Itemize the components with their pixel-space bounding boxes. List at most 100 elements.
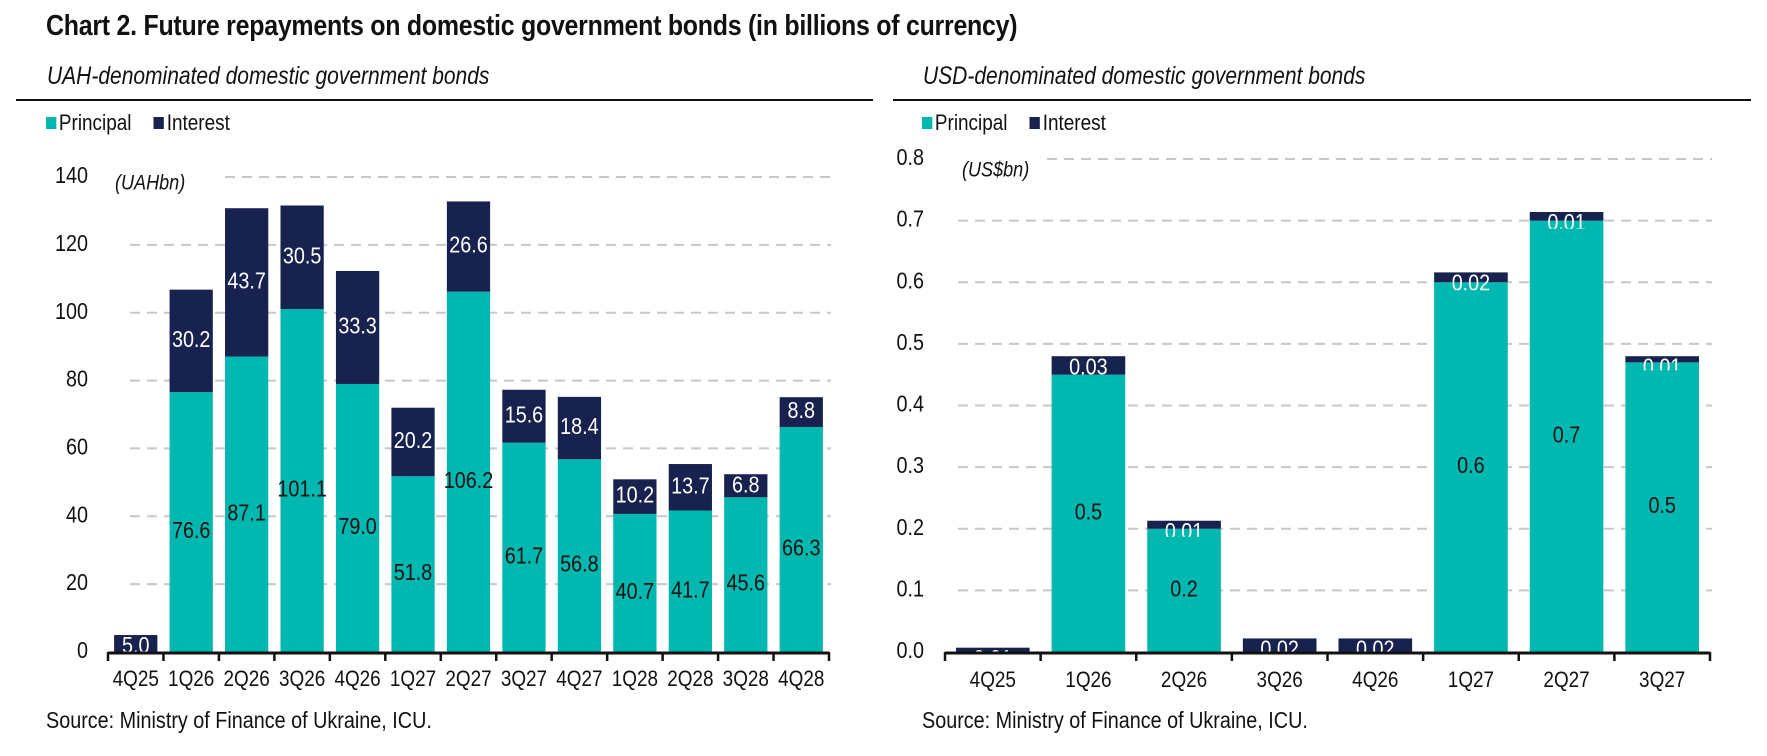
bar-principal	[225, 356, 269, 652]
data-label-interest: 30.2	[172, 327, 210, 353]
data-label-interest: 6.8	[732, 472, 759, 498]
right-legend: Principal Interest	[922, 110, 1128, 136]
data-label-principal: 66.3	[782, 535, 820, 561]
bar-interest	[1338, 638, 1413, 652]
legend-item-principal: Principal	[46, 110, 131, 136]
y-unit-label: (UAHbn)	[115, 171, 185, 195]
bar-interest	[1242, 638, 1317, 652]
data-label-principal: 76.6	[172, 518, 210, 544]
bar-interest	[1529, 211, 1604, 221]
bar-interest	[557, 396, 602, 460]
x-tick-label: 4Q28	[778, 667, 824, 692]
data-label-interest: 33.3	[338, 313, 376, 339]
y-tick-label: 20	[66, 570, 88, 596]
left-title-rule	[16, 99, 873, 101]
left-chart-uah: 0 20 40 60 80 100 120 140 (UAHbn) 5.0 4Q25 76.6 30.2…	[55, 163, 831, 691]
data-label-interest: 26.6	[449, 232, 487, 258]
right-title-rule	[893, 99, 1751, 101]
data-label-principal: 0.5	[1075, 499, 1103, 525]
data-label-interest: 20.2	[394, 428, 432, 454]
data-label-principal: 0.5	[1648, 493, 1676, 519]
x-tick-label: 4Q27	[556, 667, 602, 692]
right-source-note: Source: Ministry of Finance of Ukraine, …	[922, 707, 1308, 733]
bar-principal	[724, 497, 768, 652]
bar-interest	[955, 647, 1030, 652]
x-tick-label: 1Q28	[612, 667, 658, 692]
data-label-principal: 79.0	[338, 514, 377, 540]
bar-interest	[502, 389, 546, 443]
x-tick-label: 3Q26	[279, 667, 325, 692]
y-tick-label: 0.1	[897, 576, 924, 602]
interest-swatch-icon	[1029, 117, 1041, 129]
x-tick-label: 1Q26	[168, 667, 214, 692]
data-label-interest: 0.01	[1165, 518, 1203, 544]
x-tick-label: 2Q28	[667, 667, 713, 692]
data-label-interest: 30.5	[283, 243, 322, 269]
x-tick-label: 1Q27	[390, 667, 436, 692]
data-label-interest: 0.03	[1069, 354, 1107, 380]
legend-label-principal: Principal	[934, 110, 1008, 135]
bar-principal	[1529, 220, 1604, 652]
x-tick-label: 3Q27	[501, 667, 547, 692]
bar-principal	[280, 308, 324, 652]
x-tick-label: 1Q26	[1065, 668, 1111, 693]
y-tick-label: 120	[55, 231, 88, 257]
bar-interest	[779, 397, 823, 428]
data-label-interest: 10.2	[616, 482, 654, 508]
x-tick-label: 2Q26	[224, 667, 270, 692]
bar-principal	[169, 392, 213, 652]
y-unit-label: (US$bn)	[962, 158, 1029, 182]
bar-interest	[225, 208, 269, 357]
bar-interest	[280, 205, 324, 309]
y-tick-label: 140	[55, 163, 88, 189]
y-tick-label: 0.7	[897, 206, 924, 232]
data-label-interest: 13.7	[671, 473, 709, 499]
bar-interest	[114, 635, 158, 652]
data-label-principal: 40.7	[616, 579, 654, 605]
data-label-principal: 45.6	[727, 570, 765, 596]
data-label-principal: 0.2	[1170, 576, 1197, 602]
bar-principal	[1434, 282, 1508, 652]
legend-label-principal: Principal	[58, 110, 132, 135]
data-label-interest: 0.01	[1643, 354, 1681, 380]
x-tick-label: 2Q26	[1161, 668, 1207, 693]
right-chart-title: USD-denominated domestic government bond…	[923, 62, 1366, 90]
bar-interest	[1625, 356, 1700, 363]
legend-label-interest: Interest	[1042, 110, 1106, 135]
bar-principal	[502, 442, 546, 652]
y-tick-label: 0.0	[897, 638, 925, 664]
y-tick-label: 0.8	[897, 145, 924, 171]
principal-swatch-icon	[922, 117, 933, 129]
bar-principal	[446, 291, 491, 652]
data-label-interest: 5.0	[122, 633, 150, 659]
left-legend: Principal Interest	[46, 110, 252, 136]
bar-principal	[1147, 528, 1221, 652]
legend-label-interest: Interest	[166, 110, 230, 135]
bar-principal	[1051, 374, 1126, 652]
y-tick-label: 0.2	[897, 514, 924, 540]
data-label-principal: 106.2	[444, 468, 493, 494]
x-tick-label: 3Q28	[723, 667, 769, 692]
x-tick-label: 3Q26	[1257, 668, 1303, 693]
legend-item-interest: Interest	[1029, 110, 1106, 136]
figure-title: Chart 2. Future repayments on domestic g…	[46, 10, 1018, 42]
data-label-interest: 0.02	[1260, 636, 1298, 662]
right-chart-usd: 0.0 0.1 0.2 0.3 0.4 0.5 0.6 0.7 0.8 (US$bn) 0.01 4Q…	[897, 145, 1712, 692]
bar-principal	[557, 459, 602, 652]
data-label-principal: 56.8	[560, 551, 598, 577]
bar-interest	[169, 289, 213, 393]
data-label-principal: 41.7	[671, 577, 709, 603]
bar-interest	[446, 201, 491, 292]
x-tick-label: 2Q27	[1543, 668, 1589, 693]
legend-item-principal: Principal	[922, 110, 1007, 136]
x-tick-label: 1Q27	[1448, 668, 1494, 693]
data-label-principal: 87.1	[227, 500, 265, 526]
y-tick-label: 0.6	[897, 268, 924, 294]
data-label-principal: 0.7	[1553, 422, 1580, 448]
data-label-principal: 61.7	[505, 543, 543, 569]
left-chart-title: UAH-denominated domestic government bond…	[47, 62, 490, 90]
bar-interest	[391, 407, 435, 477]
data-label-interest: 0.01	[1547, 210, 1585, 236]
left-source-note: Source: Ministry of Finance of Ukraine, …	[46, 707, 432, 733]
x-tick-label: 4Q25	[970, 668, 1016, 693]
